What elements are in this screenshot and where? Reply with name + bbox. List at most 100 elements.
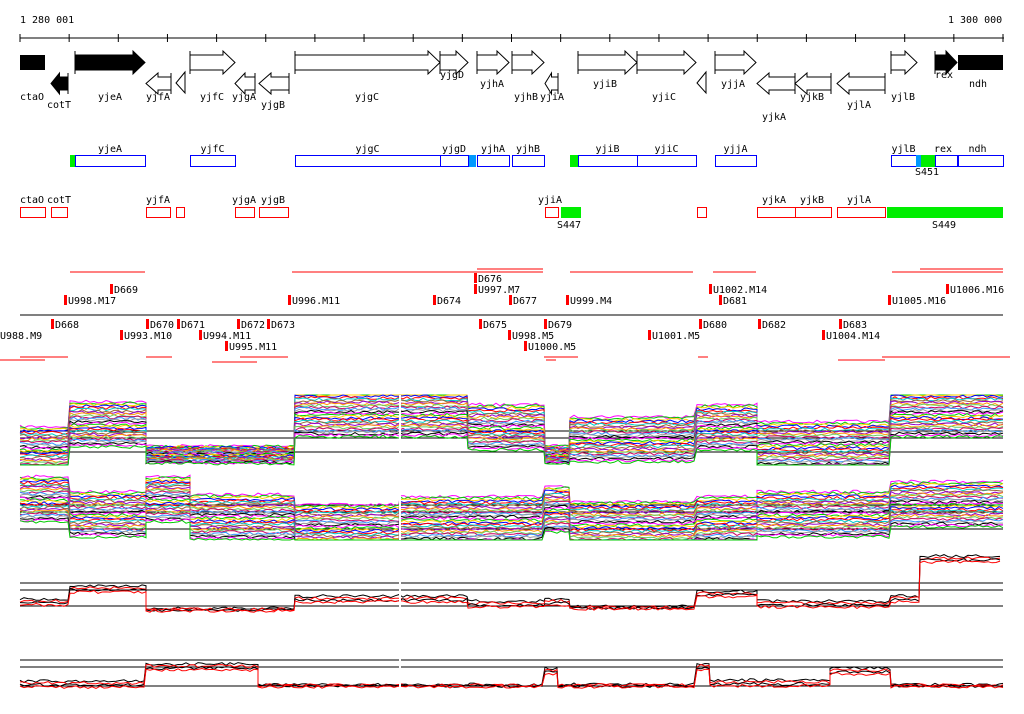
small-reverse-gene — [175, 70, 186, 95]
reverse-gene-arrow — [836, 71, 886, 96]
expression-trace — [19, 554, 1001, 611]
gene-label: rex — [935, 70, 953, 81]
forward-gene-arrow — [890, 49, 918, 76]
feature-label-above: U996.M11 — [292, 296, 340, 307]
segment-fill — [916, 155, 921, 167]
expression-trace — [19, 479, 1004, 512]
feature-marker — [839, 319, 842, 329]
red-box — [20, 207, 46, 218]
segment-label-s447: S447 — [557, 220, 581, 231]
feature-label-below: U1000.M5 — [528, 342, 576, 353]
expression-trace — [19, 513, 1004, 541]
gene-yjlB: yjlB — [890, 49, 918, 103]
expression-trace — [19, 667, 1004, 689]
red-box — [146, 207, 171, 218]
gene-ndh: ndh — [958, 55, 1003, 90]
blue-box-label: ndh — [969, 144, 987, 155]
expression-trace — [19, 394, 1004, 450]
blue-box-label: yjiB — [596, 144, 620, 155]
blue-box — [637, 155, 697, 167]
gene-cotT: cotT — [47, 71, 71, 111]
feature-marker — [177, 319, 180, 329]
blue-box — [935, 155, 958, 167]
gene-label: yjgA — [232, 92, 256, 103]
red-box-label: yjiA — [538, 195, 562, 206]
gene-label: yjfC — [200, 92, 224, 103]
feature-marker — [544, 319, 547, 329]
small-reverse-gene — [696, 70, 707, 95]
expression-trace — [19, 497, 1004, 531]
blue-box — [190, 155, 236, 167]
gene-rex: rex — [934, 49, 958, 81]
gene-label: yjeA — [98, 92, 122, 103]
segment-s449 — [887, 207, 1003, 218]
reverse-gene-arrow — [145, 71, 172, 96]
feature-label-below: D673 — [271, 320, 295, 331]
segment-label-s451: S451 — [915, 167, 939, 178]
gene-box — [958, 55, 1003, 70]
gene-yjhA: yjhA — [476, 49, 510, 90]
red-box-label: ctaO — [20, 195, 44, 206]
expression-trace — [19, 419, 1004, 460]
segment-fill — [570, 155, 578, 167]
feature-label-below: U988.M9 — [0, 331, 42, 342]
gene-yjgA: yjgA — [232, 71, 256, 103]
red-box — [795, 207, 832, 218]
expression-trace — [19, 519, 1004, 541]
feature-label-above: U998.M17 — [68, 296, 116, 307]
blue-box-label: rex — [934, 144, 952, 155]
segment-fill — [921, 155, 935, 167]
feature-label-above: D681 — [723, 296, 747, 307]
expression-trace — [19, 482, 1004, 515]
red-box — [697, 207, 707, 218]
feature-marker — [110, 284, 113, 294]
gene-label: yjlB — [891, 92, 915, 103]
expression-trace — [19, 427, 1004, 466]
feature-label-below: U993.M10 — [124, 331, 172, 342]
feature-label-above: U999.M4 — [570, 296, 612, 307]
gene-label: yjhA — [480, 79, 504, 90]
gene-yjkB: yjkB — [794, 71, 832, 103]
expression-trace — [19, 400, 1004, 453]
gene-yjeA: yjeA — [74, 49, 146, 103]
red-box-label: cotT — [47, 195, 71, 206]
feature-label-below: D675 — [483, 320, 507, 331]
red-box — [259, 207, 289, 218]
ruler-end: 1 300 000 — [948, 15, 1002, 26]
gene-yjlA: yjlA — [836, 71, 886, 111]
feature-label-above: U1002.M14 — [713, 285, 767, 296]
forward-gene-arrow — [636, 49, 697, 76]
feature-marker — [51, 319, 54, 329]
expression-trace — [19, 483, 1004, 516]
feature-marker — [288, 295, 291, 305]
feature-label-below: U998.M5 — [512, 331, 554, 342]
feature-label-below: U994.M11 — [203, 331, 251, 342]
reverse-gene-arrow — [50, 71, 69, 96]
gene-label: yjiC — [652, 92, 676, 103]
expression-trace — [19, 499, 1004, 532]
forward-gene-arrow — [511, 49, 545, 76]
expression-trace — [19, 494, 1004, 527]
reverse-gene-arrow — [756, 71, 796, 96]
gene-label: yjkA — [762, 112, 786, 123]
feature-marker — [509, 295, 512, 305]
expression-trace — [19, 556, 1001, 612]
gene-yjfA: yjfA — [145, 71, 172, 103]
feature-marker — [648, 330, 651, 340]
gene-label: yjgB — [261, 100, 285, 111]
feature-label-above: U1006.M16 — [950, 285, 1004, 296]
red-box — [545, 207, 559, 218]
gene-label: yjfA — [146, 92, 170, 103]
gene-label: yjiB — [593, 79, 617, 90]
feature-marker — [474, 273, 477, 283]
blue-box-label: yjfC — [201, 144, 225, 155]
feature-label-below: D679 — [548, 320, 572, 331]
forward-gene-arrow — [439, 49, 469, 76]
blue-box — [440, 155, 469, 167]
gene-yjgD: yjgD — [439, 49, 469, 81]
expression-trace — [19, 412, 1004, 458]
red-annotation-track: ctaO cotT yjfA yjgA yjgB yjiA yjkA yjkB yjlA S447… — [20, 195, 1003, 231]
segment-fill — [469, 155, 476, 167]
